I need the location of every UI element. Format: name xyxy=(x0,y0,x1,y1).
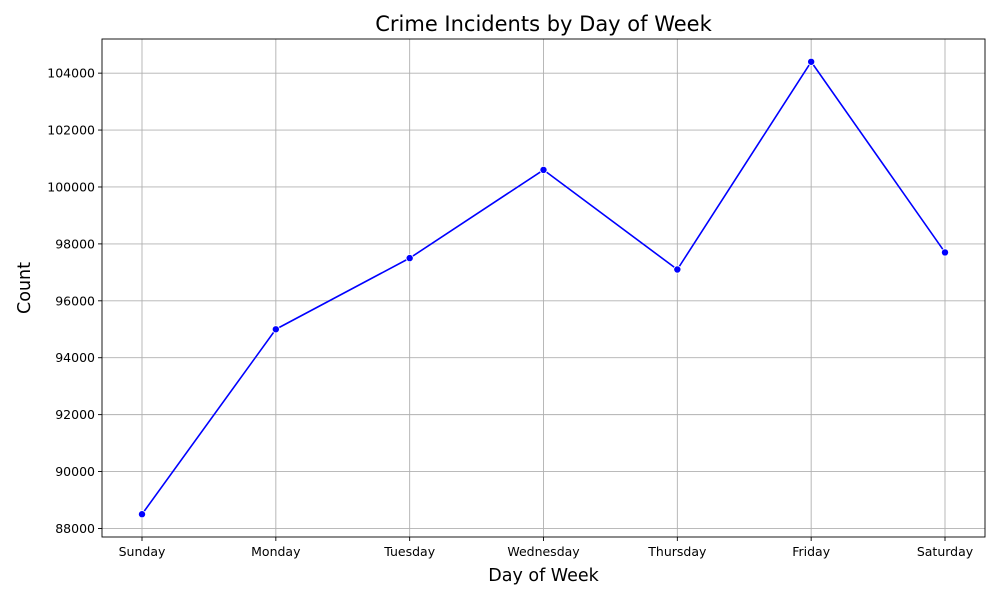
y-tick-label: 92000 xyxy=(55,407,95,422)
x-tick-label: Thursday xyxy=(647,544,707,559)
x-tick-label: Sunday xyxy=(119,544,166,559)
x-tick-label: Wednesday xyxy=(507,544,580,559)
y-tick-label: 96000 xyxy=(55,293,95,308)
data-point-saturday xyxy=(941,248,950,257)
series-layer xyxy=(137,57,950,519)
chart-title: Crime Incidents by Day of Week xyxy=(375,12,712,36)
y-tick-label: 104000 xyxy=(47,66,95,81)
x-tick-label: Saturday xyxy=(917,544,974,559)
data-point-tuesday xyxy=(405,254,414,263)
y-tick-label: 100000 xyxy=(47,179,95,194)
y-tick-label: 98000 xyxy=(55,236,95,251)
y-axis-ticks: 88000 90000 92000 94000 96000 98000 100000 1020… xyxy=(47,66,102,536)
x-tick-label: Monday xyxy=(251,544,301,559)
y-tick-label: 88000 xyxy=(55,521,95,536)
data-point-wednesday xyxy=(539,165,548,174)
y-tick-label: 94000 xyxy=(55,350,95,365)
x-axis-title: Day of Week xyxy=(488,566,599,586)
y-tick-label: 102000 xyxy=(47,123,95,138)
data-point-friday xyxy=(807,57,816,66)
x-axis-ticks: Sunday Monday Tuesday Wednesday Thursday Frid… xyxy=(119,537,974,559)
data-point-sunday xyxy=(137,510,146,519)
data-point-monday xyxy=(271,325,280,334)
x-tick-label: Tuesday xyxy=(383,544,435,559)
y-tick-label: 90000 xyxy=(55,464,95,479)
data-point-thursday xyxy=(673,265,682,274)
grid-layer xyxy=(102,39,985,537)
y-axis-title: Count xyxy=(15,262,35,314)
x-tick-label: Friday xyxy=(792,544,830,559)
